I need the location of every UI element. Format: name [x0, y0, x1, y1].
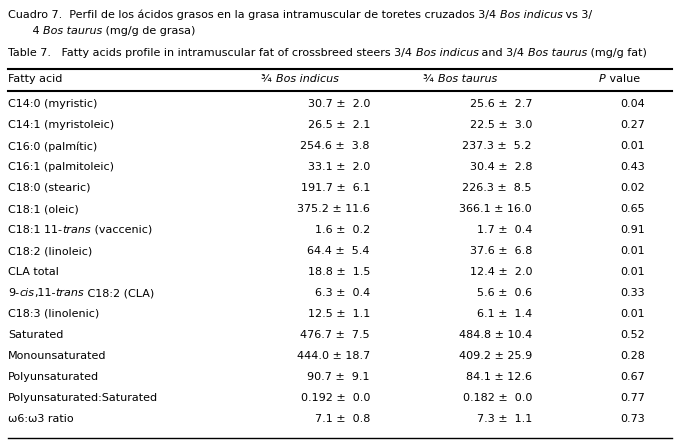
- Text: 0.43: 0.43: [620, 162, 645, 172]
- Text: 37.6 ±  6.8: 37.6 ± 6.8: [470, 246, 532, 256]
- Text: 0.65: 0.65: [620, 204, 645, 214]
- Text: 0.01: 0.01: [620, 141, 645, 151]
- Text: C14:1 (myristoleic): C14:1 (myristoleic): [8, 120, 114, 130]
- Text: 7.1 ±  0.8: 7.1 ± 0.8: [315, 414, 370, 424]
- Text: 191.7 ±  6.1: 191.7 ± 6.1: [301, 183, 370, 193]
- Text: 0.73: 0.73: [620, 414, 645, 424]
- Text: 4: 4: [8, 26, 43, 36]
- Text: Saturated: Saturated: [8, 330, 63, 340]
- Text: (mg/g fat): (mg/g fat): [587, 48, 647, 58]
- Text: 22.5 ±  3.0: 22.5 ± 3.0: [470, 120, 532, 130]
- Text: 226.3 ±  8.5: 226.3 ± 8.5: [462, 183, 532, 193]
- Text: 0.182 ±  0.0: 0.182 ± 0.0: [462, 393, 532, 403]
- Text: 484.8 ± 10.4: 484.8 ± 10.4: [459, 330, 532, 340]
- Text: 25.6 ±  2.7: 25.6 ± 2.7: [469, 99, 532, 109]
- Text: C18:1 (oleic): C18:1 (oleic): [8, 204, 79, 214]
- Text: 409.2 ± 25.9: 409.2 ± 25.9: [459, 351, 532, 361]
- Text: (mg/g de grasa): (mg/g de grasa): [103, 26, 196, 36]
- Text: 1.7 ±  0.4: 1.7 ± 0.4: [477, 225, 532, 235]
- Text: 0.91: 0.91: [620, 225, 645, 235]
- Text: ¾: ¾: [261, 74, 276, 84]
- Text: 0.01: 0.01: [620, 309, 645, 319]
- Text: Bos indicus: Bos indicus: [276, 74, 339, 84]
- Text: 84.1 ± 12.6: 84.1 ± 12.6: [466, 372, 532, 382]
- Text: 90.7 ±  9.1: 90.7 ± 9.1: [307, 372, 370, 382]
- Text: 26.5 ±  2.1: 26.5 ± 2.1: [307, 120, 370, 130]
- Text: ,11-: ,11-: [34, 288, 56, 298]
- Text: 7.3 ±  1.1: 7.3 ± 1.1: [477, 414, 532, 424]
- Text: 12.4 ±  2.0: 12.4 ± 2.0: [469, 267, 532, 277]
- Text: 33.1 ±  2.0: 33.1 ± 2.0: [308, 162, 370, 172]
- Text: vs 3/: vs 3/: [562, 10, 593, 20]
- Text: Bos indicus: Bos indicus: [500, 10, 562, 20]
- Text: cis: cis: [19, 288, 34, 298]
- Text: 18.8 ±  1.5: 18.8 ± 1.5: [307, 267, 370, 277]
- Text: C18:0 (stearic): C18:0 (stearic): [8, 183, 90, 193]
- Text: 0.02: 0.02: [620, 183, 645, 193]
- Text: (vaccenic): (vaccenic): [90, 225, 152, 235]
- Text: 366.1 ± 16.0: 366.1 ± 16.0: [460, 204, 532, 214]
- Text: 476.7 ±  7.5: 476.7 ± 7.5: [301, 330, 370, 340]
- Text: 0.04: 0.04: [620, 99, 645, 109]
- Text: C18:3 (linolenic): C18:3 (linolenic): [8, 309, 99, 319]
- Text: ω6:ω3 ratio: ω6:ω3 ratio: [8, 414, 73, 424]
- Text: trans: trans: [62, 225, 90, 235]
- Text: 6.1 ±  1.4: 6.1 ± 1.4: [477, 309, 532, 319]
- Text: 1.6 ±  0.2: 1.6 ± 0.2: [315, 225, 370, 235]
- Text: 0.192 ±  0.0: 0.192 ± 0.0: [301, 393, 370, 403]
- Text: Bos taurus: Bos taurus: [43, 26, 103, 36]
- Text: 5.6 ±  0.6: 5.6 ± 0.6: [477, 288, 532, 298]
- Text: C18:2 (CLA): C18:2 (CLA): [84, 288, 154, 298]
- Text: C14:0 (myristic): C14:0 (myristic): [8, 99, 97, 109]
- Text: 0.67: 0.67: [620, 372, 645, 382]
- Text: C16:1 (palmitoleic): C16:1 (palmitoleic): [8, 162, 114, 172]
- Text: Bos taurus: Bos taurus: [528, 48, 587, 58]
- Text: Polyunsaturated: Polyunsaturated: [8, 372, 99, 382]
- Text: Table 7.   Fatty acids profile in intramuscular fat of crossbreed steers 3/4: Table 7. Fatty acids profile in intramus…: [8, 48, 415, 58]
- Text: P: P: [599, 74, 606, 84]
- Text: 0.01: 0.01: [620, 246, 645, 256]
- Text: 9-: 9-: [8, 288, 19, 298]
- Text: 64.4 ±  5.4: 64.4 ± 5.4: [307, 246, 370, 256]
- Text: 0.77: 0.77: [620, 393, 645, 403]
- Text: 30.7 ±  2.0: 30.7 ± 2.0: [307, 99, 370, 109]
- Text: Bos taurus: Bos taurus: [437, 74, 497, 84]
- Text: Polyunsaturated:Saturated: Polyunsaturated:Saturated: [8, 393, 158, 403]
- Text: 444.0 ± 18.7: 444.0 ± 18.7: [296, 351, 370, 361]
- Text: value: value: [606, 74, 640, 84]
- Text: trans: trans: [56, 288, 84, 298]
- Text: 30.4 ±  2.8: 30.4 ± 2.8: [469, 162, 532, 172]
- Text: 237.3 ±  5.2: 237.3 ± 5.2: [462, 141, 532, 151]
- Text: Bos indicus: Bos indicus: [415, 48, 478, 58]
- Text: 0.27: 0.27: [620, 120, 645, 130]
- Text: 12.5 ±  1.1: 12.5 ± 1.1: [308, 309, 370, 319]
- Text: and 3/4: and 3/4: [478, 48, 528, 58]
- Text: Cuadro 7.  Perfil de los ácidos grasos en la grasa intramuscular de toretes cruz: Cuadro 7. Perfil de los ácidos grasos en…: [8, 10, 500, 20]
- Text: 0.28: 0.28: [620, 351, 645, 361]
- Text: C18:1 11-: C18:1 11-: [8, 225, 62, 235]
- Text: CLA total: CLA total: [8, 267, 59, 277]
- Text: 6.3 ±  0.4: 6.3 ± 0.4: [315, 288, 370, 298]
- Text: 0.33: 0.33: [620, 288, 645, 298]
- Text: 375.2 ± 11.6: 375.2 ± 11.6: [297, 204, 370, 214]
- Text: Monounsaturated: Monounsaturated: [8, 351, 107, 361]
- Text: C18:2 (linoleic): C18:2 (linoleic): [8, 246, 92, 256]
- Text: 0.01: 0.01: [620, 267, 645, 277]
- Text: 0.52: 0.52: [620, 330, 645, 340]
- Text: 254.6 ±  3.8: 254.6 ± 3.8: [301, 141, 370, 151]
- Text: Fatty acid: Fatty acid: [8, 74, 63, 84]
- Text: ¾: ¾: [423, 74, 437, 84]
- Text: C16:0 (palmític): C16:0 (palmític): [8, 141, 97, 151]
